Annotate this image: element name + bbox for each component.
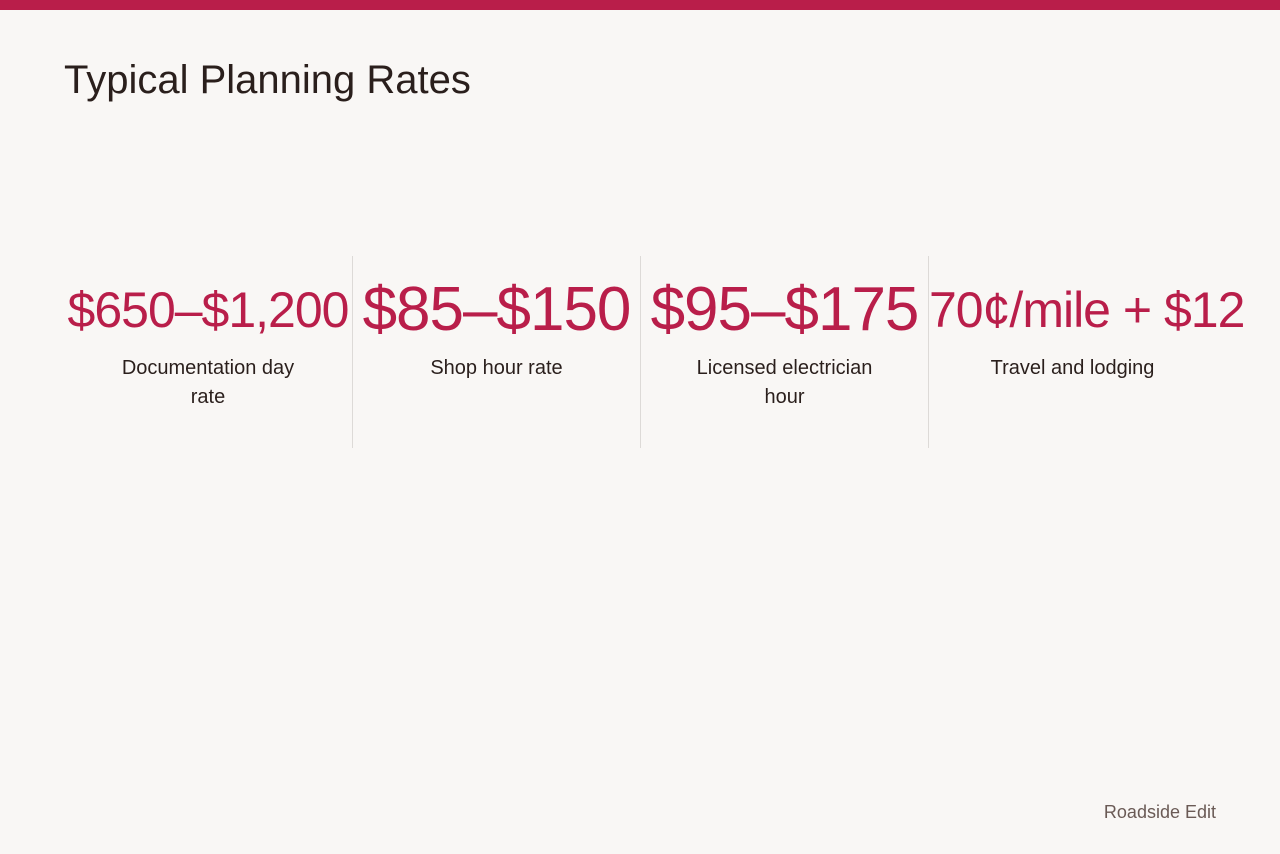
stat-value: 70¢/mile + $12 [929, 282, 1245, 338]
accent-top-bar [0, 0, 1280, 10]
stat-value: $95–$175 [650, 275, 920, 344]
stat-label: Shop hour rate [430, 357, 563, 379]
page-title: Typical Planning Rates [64, 58, 471, 102]
stat-shop-hour: $85–$150 Shop hour rate [352, 256, 640, 448]
stat-value: $85–$150 [362, 275, 632, 344]
stat-value: $650–$1,200 [67, 282, 350, 338]
stat-label: Licensed electrician hour [696, 357, 873, 408]
stat-label: Travel and lodging [990, 357, 1155, 379]
stat-label: Documentation day rate [121, 357, 295, 408]
stat-electrician-hour: $95–$175 Licensed electrician hour [640, 256, 928, 448]
stat-documentation-day: $650–$1,200 Documentation day rate [64, 256, 352, 448]
stat-travel-lodging: 70¢/mile + $12 Travel and lodging [928, 256, 1245, 448]
brand-name: Roadside Edit [1103, 802, 1216, 822]
stats-row: $650–$1,200 Documentation day rate $85–$… [64, 256, 1245, 448]
